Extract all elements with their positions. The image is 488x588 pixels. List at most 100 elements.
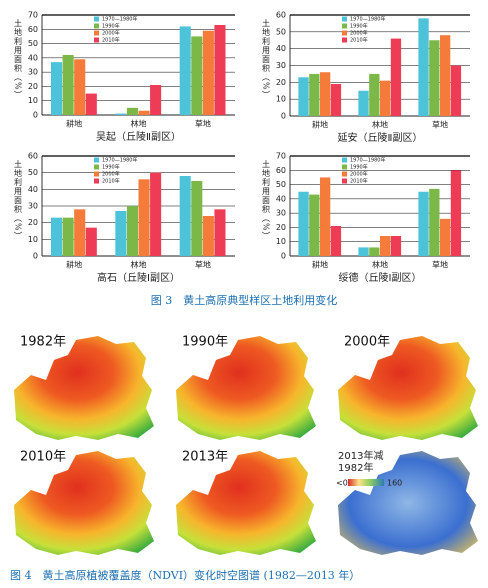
bar (150, 172, 162, 256)
chart-title: 高石（丘陵Ⅰ副区） (97, 271, 180, 284)
chart-title: 绥德（丘陵Ⅰ副区） (339, 271, 422, 284)
ndvi-map (176, 451, 316, 555)
color-bar (348, 479, 384, 486)
map-label: 2013年减 (338, 449, 383, 462)
y-tick-label: 30 (276, 209, 286, 218)
legend-swatch (342, 178, 347, 184)
legend-swatch (342, 37, 347, 43)
x-tick-label: 耕地 (66, 119, 82, 129)
y-tick-label: 10 (276, 237, 286, 246)
legend-label: 2010年 (350, 178, 368, 185)
chart-title: 吴起（丘陵Ⅱ副区） (96, 131, 181, 143)
bar (358, 90, 369, 116)
bar (309, 194, 320, 256)
legend-swatch (94, 16, 99, 22)
bar (298, 191, 309, 256)
y-tick-label: 60 (276, 166, 286, 175)
x-tick-label: 林地 (131, 119, 147, 129)
y-tick-label: 0 (33, 252, 38, 261)
legend-swatch (94, 178, 99, 184)
legend-min: <0 (336, 479, 348, 488)
bar (85, 227, 97, 256)
bar (429, 188, 440, 256)
x-tick-label: 耕地 (312, 120, 328, 130)
legend-label: 1990年 (350, 164, 368, 171)
bar (138, 110, 150, 115)
bar (150, 85, 162, 115)
x-tick-label: 草地 (432, 120, 448, 130)
legend-swatch (94, 171, 99, 177)
x-tick-label: 草地 (195, 260, 211, 270)
bar (320, 177, 331, 256)
legend-swatch (342, 171, 347, 177)
bar (309, 73, 320, 116)
bar (429, 40, 440, 116)
bar (179, 176, 191, 256)
x-tick-label: 林地 (131, 260, 147, 270)
y-tick-label: 0 (281, 252, 286, 261)
legend-swatch (342, 30, 347, 36)
ndvi-map (14, 336, 154, 440)
legend-swatch (94, 23, 99, 29)
y-tick-label: 50 (28, 39, 38, 48)
y-tick-label: 50 (276, 27, 286, 36)
bar (320, 72, 331, 116)
x-tick-label: 草地 (432, 260, 448, 270)
y-axis-label: 土地利用面积（%） (14, 18, 23, 100)
bar (115, 113, 127, 115)
bar (62, 55, 74, 115)
bar (369, 73, 380, 116)
y-tick-label: 70 (28, 11, 38, 20)
y-axis-label: 土地利用面积（%） (262, 18, 271, 100)
bar (214, 25, 226, 115)
bar (138, 179, 150, 256)
y-tick-label: 30 (276, 61, 286, 70)
legend-label: 2000年 (102, 171, 120, 178)
bar (126, 107, 138, 115)
bar (450, 170, 462, 256)
bar (380, 236, 391, 256)
bar (214, 209, 226, 256)
legend-label: 1990年 (102, 164, 120, 171)
bar (179, 26, 191, 115)
x-tick-label: 耕地 (66, 260, 82, 270)
map-label: 1990年 (182, 335, 228, 350)
legend-swatch (342, 157, 347, 163)
bar (369, 247, 380, 256)
bar (330, 226, 342, 256)
legend-label: 2010年 (102, 37, 120, 44)
map-grid: 1982年 1990年 2000年 2010年 2013年 2013年减 198… (14, 335, 478, 555)
bar (74, 209, 86, 256)
bar (450, 65, 462, 116)
bar (358, 247, 369, 256)
legend-swatch (342, 23, 347, 29)
y-tick-label: 20 (28, 218, 38, 227)
bar (126, 206, 138, 256)
bar (390, 38, 402, 116)
y-tick-label: 50 (276, 180, 286, 189)
legend-label: 1970—1980年 (102, 16, 137, 23)
map-label: 2010年 (20, 450, 66, 465)
ndvi-map (176, 336, 316, 440)
y-tick-label: 0 (281, 112, 286, 121)
x-tick-label: 耕地 (312, 260, 328, 270)
map-label: 2013年 (182, 450, 228, 465)
y-tick-label: 30 (28, 202, 38, 211)
y-tick-label: 0 (33, 111, 38, 120)
legend-label: 2010年 (350, 37, 368, 44)
figure-caption: 图 3 黄土高原典型样区土地利用变化 (151, 293, 338, 307)
bar (85, 93, 97, 115)
y-tick-label: 10 (28, 96, 38, 105)
y-tick-label: 30 (28, 68, 38, 77)
bar (191, 36, 203, 115)
y-tick-label: 50 (28, 168, 38, 177)
bar (418, 191, 429, 256)
bar (202, 216, 214, 256)
y-tick-label: 60 (276, 11, 286, 20)
x-tick-label: 林地 (372, 120, 388, 130)
legend-swatch (94, 157, 99, 163)
legend-swatch (94, 30, 99, 36)
legend-label: 2010年 (102, 178, 120, 185)
legend-label: 2000年 (350, 171, 368, 178)
ndvi-map (14, 451, 154, 555)
